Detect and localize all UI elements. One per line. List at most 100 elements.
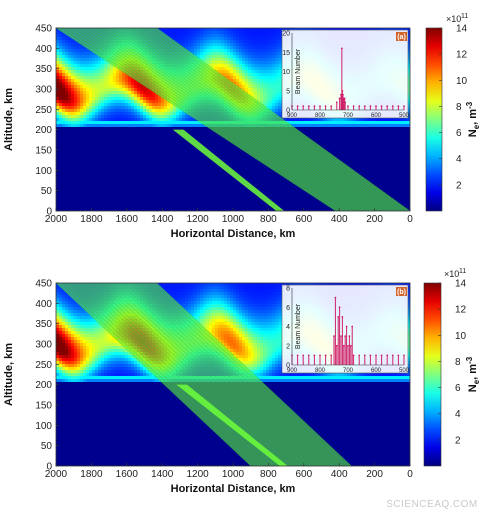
density-cell: [374, 130, 378, 134]
density-cell: [119, 97, 123, 101]
density-cell: [170, 133, 174, 137]
density-cell: [74, 43, 78, 47]
density-cell: [383, 133, 387, 137]
density-cell: [182, 127, 186, 131]
density-cell: [350, 145, 354, 149]
density-cell: [215, 55, 219, 59]
density-cell: [167, 31, 171, 35]
density-cell: [179, 112, 183, 116]
density-cell: [146, 124, 150, 128]
density-cell: [374, 148, 378, 152]
density-cell: [74, 136, 78, 140]
density-cell: [353, 148, 357, 152]
density-cell: [104, 127, 108, 131]
density-cell: [293, 118, 297, 122]
density-cell: [191, 118, 195, 122]
density-cell: [350, 121, 354, 125]
density-cell: [191, 28, 195, 32]
density-cell: [218, 145, 222, 149]
density-cell: [86, 118, 90, 122]
density-cell: [182, 112, 186, 116]
density-cell: [245, 64, 249, 68]
density-cell: [74, 85, 78, 89]
density-cell: [56, 151, 60, 155]
density-cell: [170, 148, 174, 152]
density-cell: [86, 91, 90, 95]
density-cell: [164, 109, 168, 113]
density-cell: [143, 118, 147, 122]
density-cell: [140, 94, 144, 98]
density-cell: [407, 124, 410, 128]
density-cell: [191, 145, 195, 149]
density-cell: [374, 133, 378, 137]
density-cell: [380, 118, 384, 122]
density-cell: [173, 142, 177, 146]
density-cell: [65, 112, 69, 116]
density-cell: [266, 43, 270, 47]
density-cell: [218, 139, 222, 143]
density-cell: [206, 52, 210, 56]
density-cell: [77, 88, 81, 92]
density-cell: [122, 112, 126, 116]
density-cell: [374, 121, 378, 125]
density-cell: [308, 133, 312, 137]
density-cell: [83, 100, 87, 104]
density-cell: [179, 31, 183, 35]
density-cell: [245, 40, 249, 44]
density-cell: [131, 136, 135, 140]
density-cell: [74, 103, 78, 107]
density-cell: [254, 79, 258, 83]
density-cell: [77, 91, 81, 95]
density-cell: [335, 124, 339, 128]
density-cell: [101, 154, 105, 158]
density-cell: [74, 88, 78, 92]
density-cell: [83, 70, 87, 74]
density-cell: [119, 145, 123, 149]
density-cell: [68, 151, 72, 155]
density-cell: [242, 55, 246, 59]
density-cell: [206, 43, 210, 47]
density-cell: [233, 151, 237, 155]
density-cell: [299, 130, 303, 134]
density-cell: [128, 127, 132, 131]
density-cell: [56, 91, 60, 95]
density-cell: [83, 49, 87, 53]
density-cell: [176, 121, 180, 125]
density-cell: [266, 106, 270, 110]
density-cell: [128, 106, 132, 110]
density-cell: [227, 52, 231, 56]
density-cell: [80, 58, 84, 62]
density-cell: [407, 85, 410, 89]
density-cell: [239, 151, 243, 155]
density-cell: [68, 133, 72, 137]
density-cell: [146, 139, 150, 143]
density-cell: [86, 154, 90, 158]
density-cell: [389, 151, 393, 155]
density-cell: [77, 145, 81, 149]
density-cell: [176, 151, 180, 155]
density-cell: [260, 43, 264, 47]
density-cell: [83, 112, 87, 116]
density-cell: [230, 142, 234, 146]
density-cell: [239, 148, 243, 152]
density-cell: [209, 130, 213, 134]
density-cell: [95, 88, 99, 92]
density-cell: [77, 124, 81, 128]
density-cell: [158, 121, 162, 125]
density-cell: [263, 76, 267, 80]
density-cell: [104, 112, 108, 116]
density-cell: [290, 121, 294, 125]
density-cell: [248, 55, 252, 59]
density-cell: [89, 121, 93, 125]
density-cell: [272, 70, 276, 74]
density-cell: [260, 97, 264, 101]
density-cell: [83, 115, 87, 119]
density-cell: [239, 28, 243, 32]
density-cell: [92, 112, 96, 116]
density-cell: [260, 52, 264, 56]
density-cell: [155, 142, 159, 146]
density-cell: [332, 133, 336, 137]
density-cell: [80, 142, 84, 146]
density-cell: [119, 151, 123, 155]
density-cell: [137, 88, 141, 92]
